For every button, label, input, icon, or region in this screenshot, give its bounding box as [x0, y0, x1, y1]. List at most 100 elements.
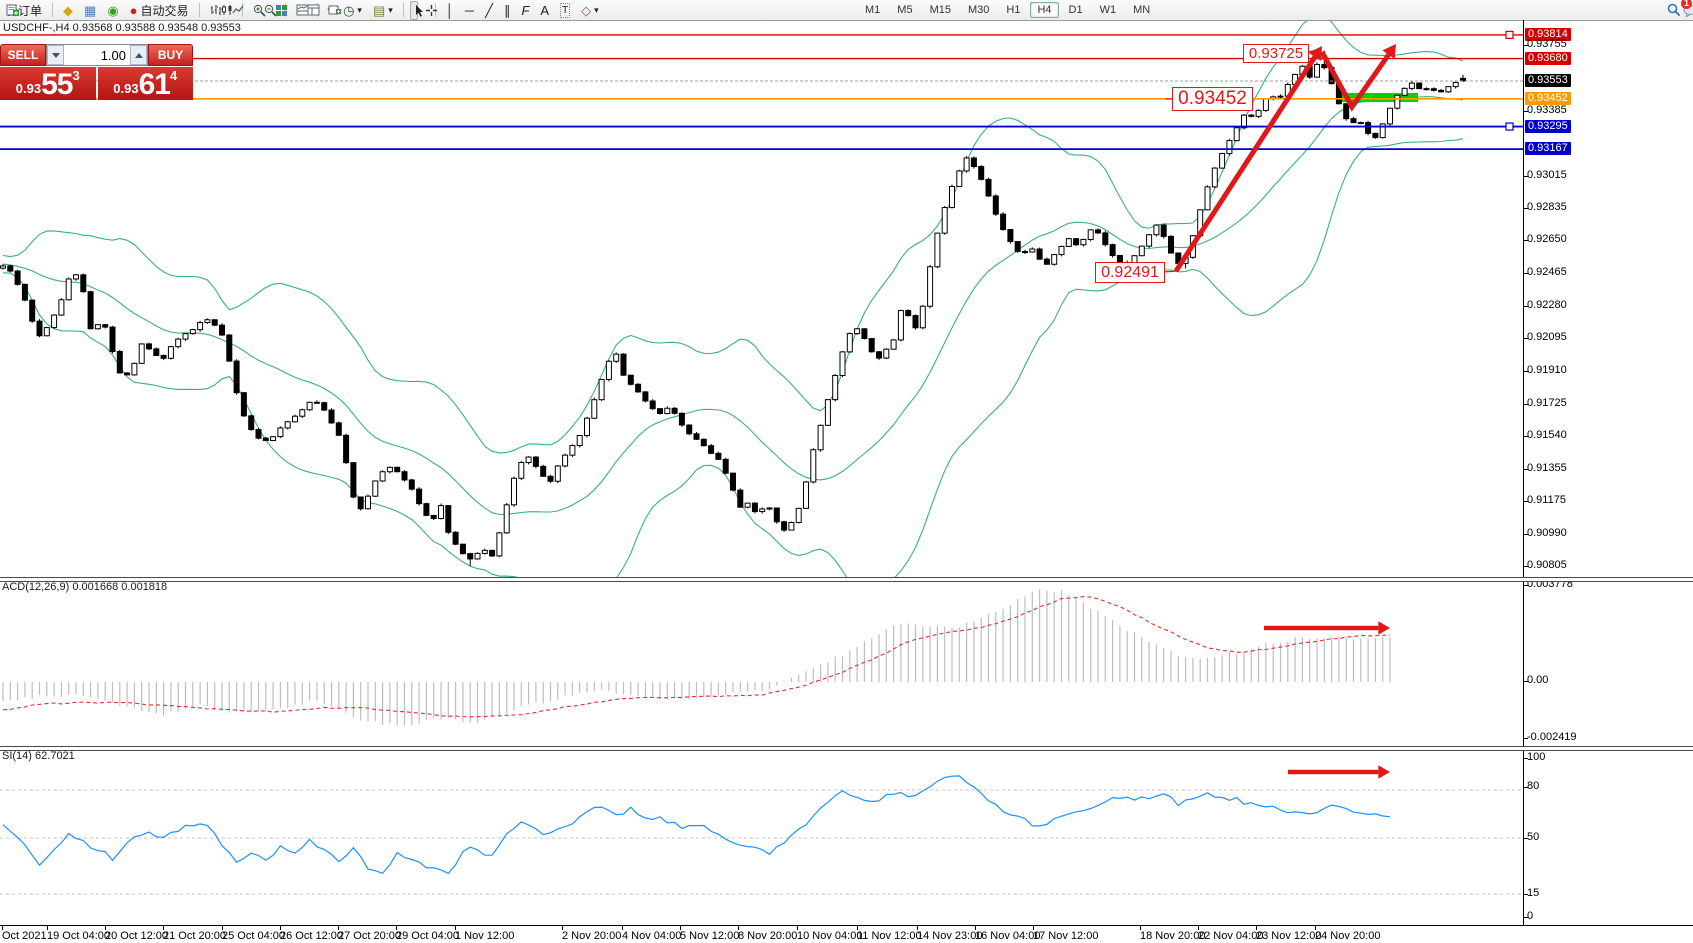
- tab-mn[interactable]: MN: [1133, 4, 1151, 16]
- price-axis-tick-label: 0.92835: [1527, 200, 1567, 213]
- toolbar-separator: [52, 3, 54, 17]
- timeframe-group: M1 M5 M15 M30 H1 H4 D1 W1 MN: [858, 0, 1157, 20]
- price-axis-label: 0.93553: [1525, 73, 1571, 87]
- axis-tick: [1523, 273, 1528, 275]
- price-callout-92491[interactable]: 0.92491: [1095, 262, 1165, 283]
- fibonacci-button[interactable]: F: [517, 1, 533, 20]
- sell-price-box[interactable]: 0.93 55 3: [0, 67, 96, 100]
- rsi-axis-label: 15: [1527, 887, 1540, 899]
- tab-m30[interactable]: M30: [967, 4, 990, 16]
- tab-w1[interactable]: W1: [1099, 4, 1117, 16]
- tab-m5[interactable]: M5: [897, 4, 913, 16]
- price-axis-tick-label: 0.91355: [1527, 462, 1567, 475]
- time-axis-tick: [857, 926, 858, 930]
- time-axis-label: 21 Oct 20:00: [163, 930, 226, 942]
- autotrading-button[interactable]: ● 自动交易: [126, 1, 193, 20]
- text-label-button[interactable]: T: [556, 1, 574, 20]
- horizontal-line-button[interactable]: ─: [461, 1, 478, 20]
- trendline-button[interactable]: ╱: [481, 1, 497, 20]
- price-callout-93452[interactable]: 0.93452: [1172, 87, 1253, 111]
- notification-badge: 1: [1681, 0, 1692, 9]
- time-axis-tick: [917, 926, 918, 930]
- time-axis-tick: [562, 926, 563, 930]
- axis-tick: [1523, 403, 1528, 405]
- buy-button[interactable]: BUY: [148, 44, 193, 66]
- indicator-window-button[interactable]: [292, 1, 309, 20]
- toolbar-separator: [198, 3, 200, 17]
- candlestick-chart-button[interactable]: [217, 1, 232, 20]
- candlestick-chart-icon: [221, 5, 232, 15]
- template-icon: [307, 4, 320, 16]
- chart-window-button[interactable]: ▦: [80, 1, 100, 20]
- price-axis-tick-label: 0.92650: [1527, 233, 1567, 246]
- time-axis-label: 29 Oct 04:00: [396, 930, 459, 942]
- new-chart-button[interactable]: ▾: [324, 1, 341, 20]
- profiles-button[interactable]: ◷ ▾: [339, 1, 366, 20]
- one-click-trading-panel: SELL BUY 0.93 55 3 0.93 61 4: [0, 44, 193, 100]
- time-axis-label: 5 Nov 12:00: [680, 930, 740, 942]
- tab-m15[interactable]: M15: [929, 4, 951, 16]
- zoom-out-button[interactable]: [260, 1, 277, 20]
- new-order-button[interactable]: 新订单: [2, 1, 46, 20]
- buy-price-big: 61: [138, 68, 171, 101]
- search-button[interactable]: [1663, 1, 1681, 20]
- mql5-community-button[interactable]: ◆: [59, 1, 77, 20]
- zoom-in-button[interactable]: [249, 1, 266, 20]
- bar-chart-button[interactable]: [206, 1, 222, 20]
- time-axis-label: 22 Nov 04:00: [1198, 930, 1264, 942]
- volume-increase-button[interactable]: [130, 45, 147, 65]
- pane-separator[interactable]: [0, 746, 1693, 751]
- template-button[interactable]: [303, 1, 320, 20]
- rsi-axis-label: 0: [1527, 910, 1534, 922]
- time-axis-tick: [338, 926, 339, 930]
- axis-tick: [1523, 500, 1528, 502]
- chat-button[interactable]: 1: [1679, 0, 1693, 20]
- vertical-line-button[interactable]: │: [442, 1, 458, 20]
- axis-tick: [1523, 469, 1528, 471]
- time-axis-label: 11 Nov 12:00: [857, 930, 922, 942]
- tab-d1[interactable]: D1: [1068, 4, 1083, 16]
- price-axis-tick-label: 0.91175: [1527, 493, 1566, 506]
- tab-h4[interactable]: H4: [1030, 2, 1059, 18]
- fibonacci-icon: F: [521, 2, 530, 18]
- main-chart-pane[interactable]: [0, 20, 1523, 577]
- macd-pane[interactable]: [0, 580, 1523, 746]
- buy-price-box[interactable]: 0.93 61 4: [97, 67, 193, 101]
- volume-decrease-button[interactable]: [47, 45, 64, 65]
- signals-icon: ◉: [107, 2, 119, 18]
- tile-windows-button[interactable]: [271, 1, 287, 20]
- sell-price-small: 0.93: [15, 81, 42, 96]
- tab-m1[interactable]: M1: [865, 4, 881, 16]
- signals-button[interactable]: ◉: [103, 1, 122, 20]
- time-axis-label: 24 Nov 20:00: [1315, 930, 1381, 942]
- price-axis-tick-label: 0.91910: [1527, 364, 1567, 377]
- volume-input[interactable]: [64, 45, 130, 65]
- crosshair-button[interactable]: [421, 1, 437, 20]
- line-chart-icon: [232, 5, 244, 14]
- mql5-community-icon: ◆: [63, 2, 74, 18]
- price-callout-93725[interactable]: 0.93725: [1243, 44, 1309, 63]
- price-axis-label: 0.93167: [1525, 142, 1571, 156]
- pane-separator[interactable]: [0, 577, 1693, 582]
- sell-button[interactable]: SELL: [0, 44, 46, 66]
- text-button[interactable]: A: [536, 1, 553, 20]
- rsi-pane[interactable]: [0, 749, 1523, 925]
- tile-windows-icon: [275, 4, 287, 16]
- cursor-button[interactable]: [409, 0, 423, 20]
- search-icon: [1667, 3, 1681, 17]
- axis-tick: [1523, 787, 1528, 788]
- time-axis-tick: [222, 926, 223, 930]
- vertical-line-icon: │: [445, 2, 454, 18]
- tab-h1[interactable]: H1: [1006, 4, 1021, 16]
- bar-chart-icon: [210, 5, 222, 15]
- channel-button[interactable]: ∥: [500, 1, 515, 20]
- horizontal-line-icon: ─: [464, 2, 475, 18]
- shapes-button[interactable]: ◇ ▾: [577, 1, 603, 20]
- chart-window-icon: ▦: [84, 2, 97, 18]
- axis-tick: [1523, 338, 1528, 340]
- news-button[interactable]: ▤ ▾: [369, 1, 397, 20]
- autotrading-icon: ●: [129, 2, 138, 18]
- macd-value-signal: 0.001818: [121, 581, 168, 593]
- line-chart-button[interactable]: [228, 1, 244, 20]
- time-axis-tick: [163, 926, 164, 930]
